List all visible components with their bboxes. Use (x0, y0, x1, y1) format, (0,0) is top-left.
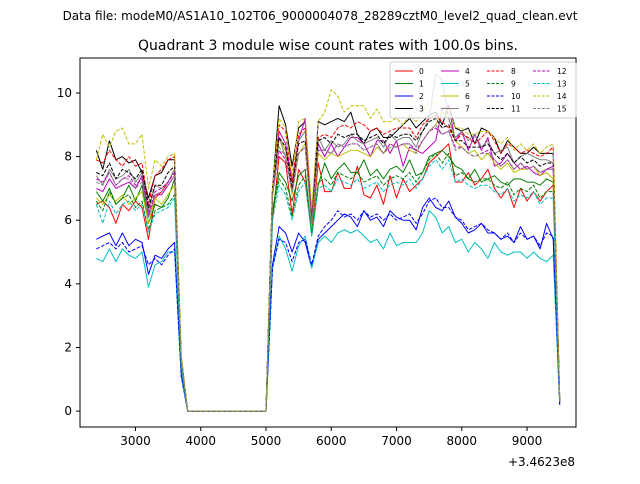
x-tick-label: 4000 (185, 434, 216, 448)
series-line-3 (95, 105, 561, 412)
y-tick-label: 2 (64, 340, 72, 354)
legend-label-1: 1 (419, 80, 424, 89)
legend-label-14: 14 (557, 92, 567, 101)
x-tick-label: 9000 (512, 434, 543, 448)
x-axis-offset-label: +3.4623e8 (508, 455, 575, 469)
chart-title: Quadrant 3 module wise count rates with … (138, 38, 518, 54)
y-tick-label: 4 (64, 277, 72, 291)
legend-box (389, 61, 577, 119)
axes-frame (79, 57, 577, 428)
legend-label-11: 11 (511, 105, 521, 114)
legend-label-6: 6 (465, 92, 470, 101)
series-line-7 (95, 73, 561, 412)
x-tick-label: 8000 (447, 434, 478, 448)
series-line-14 (95, 89, 561, 412)
figure-suptitle: Data file: modeM0/AS1A10_102T06_90000040… (63, 9, 578, 23)
series-line-2 (96, 197, 561, 412)
legend-label-8: 8 (511, 67, 516, 76)
legend-label-2: 2 (419, 92, 424, 101)
legend-label-7: 7 (465, 105, 470, 114)
series-line-6 (95, 111, 561, 412)
series-line-15 (96, 124, 561, 412)
legend-label-15: 15 (557, 105, 567, 114)
series-line-1 (95, 149, 561, 412)
series-lines (95, 73, 561, 412)
x-tick-label: 3000 (120, 434, 151, 448)
legend-label-13: 13 (557, 80, 567, 89)
series-line-9 (95, 152, 561, 412)
series-line-13 (95, 159, 561, 412)
series-line-11 (96, 117, 561, 412)
x-tick-label: 6000 (316, 434, 347, 448)
legend-label-3: 3 (419, 105, 424, 114)
legend-label-5: 5 (465, 80, 470, 89)
series-line-10 (96, 197, 561, 412)
y-tick-label: 10 (57, 86, 72, 100)
legend-label-9: 9 (511, 80, 516, 89)
x-tick-label: 7000 (381, 434, 412, 448)
legend-label-4: 4 (465, 67, 470, 76)
series-line-5 (96, 210, 561, 412)
series-line-8 (96, 114, 561, 412)
legend-label-0: 0 (419, 67, 424, 76)
y-tick-label: 8 (64, 150, 72, 164)
y-tick-label: 6 (64, 213, 72, 227)
legend-label-12: 12 (557, 67, 567, 76)
axis-ticks: 3000 4000 5000 6000 7000 8000 9000 0 2 4 6 8 10 (57, 86, 543, 448)
x-tick-label: 5000 (251, 434, 282, 448)
y-tick-label: 0 (64, 404, 72, 418)
legend-label-10: 10 (511, 92, 521, 101)
